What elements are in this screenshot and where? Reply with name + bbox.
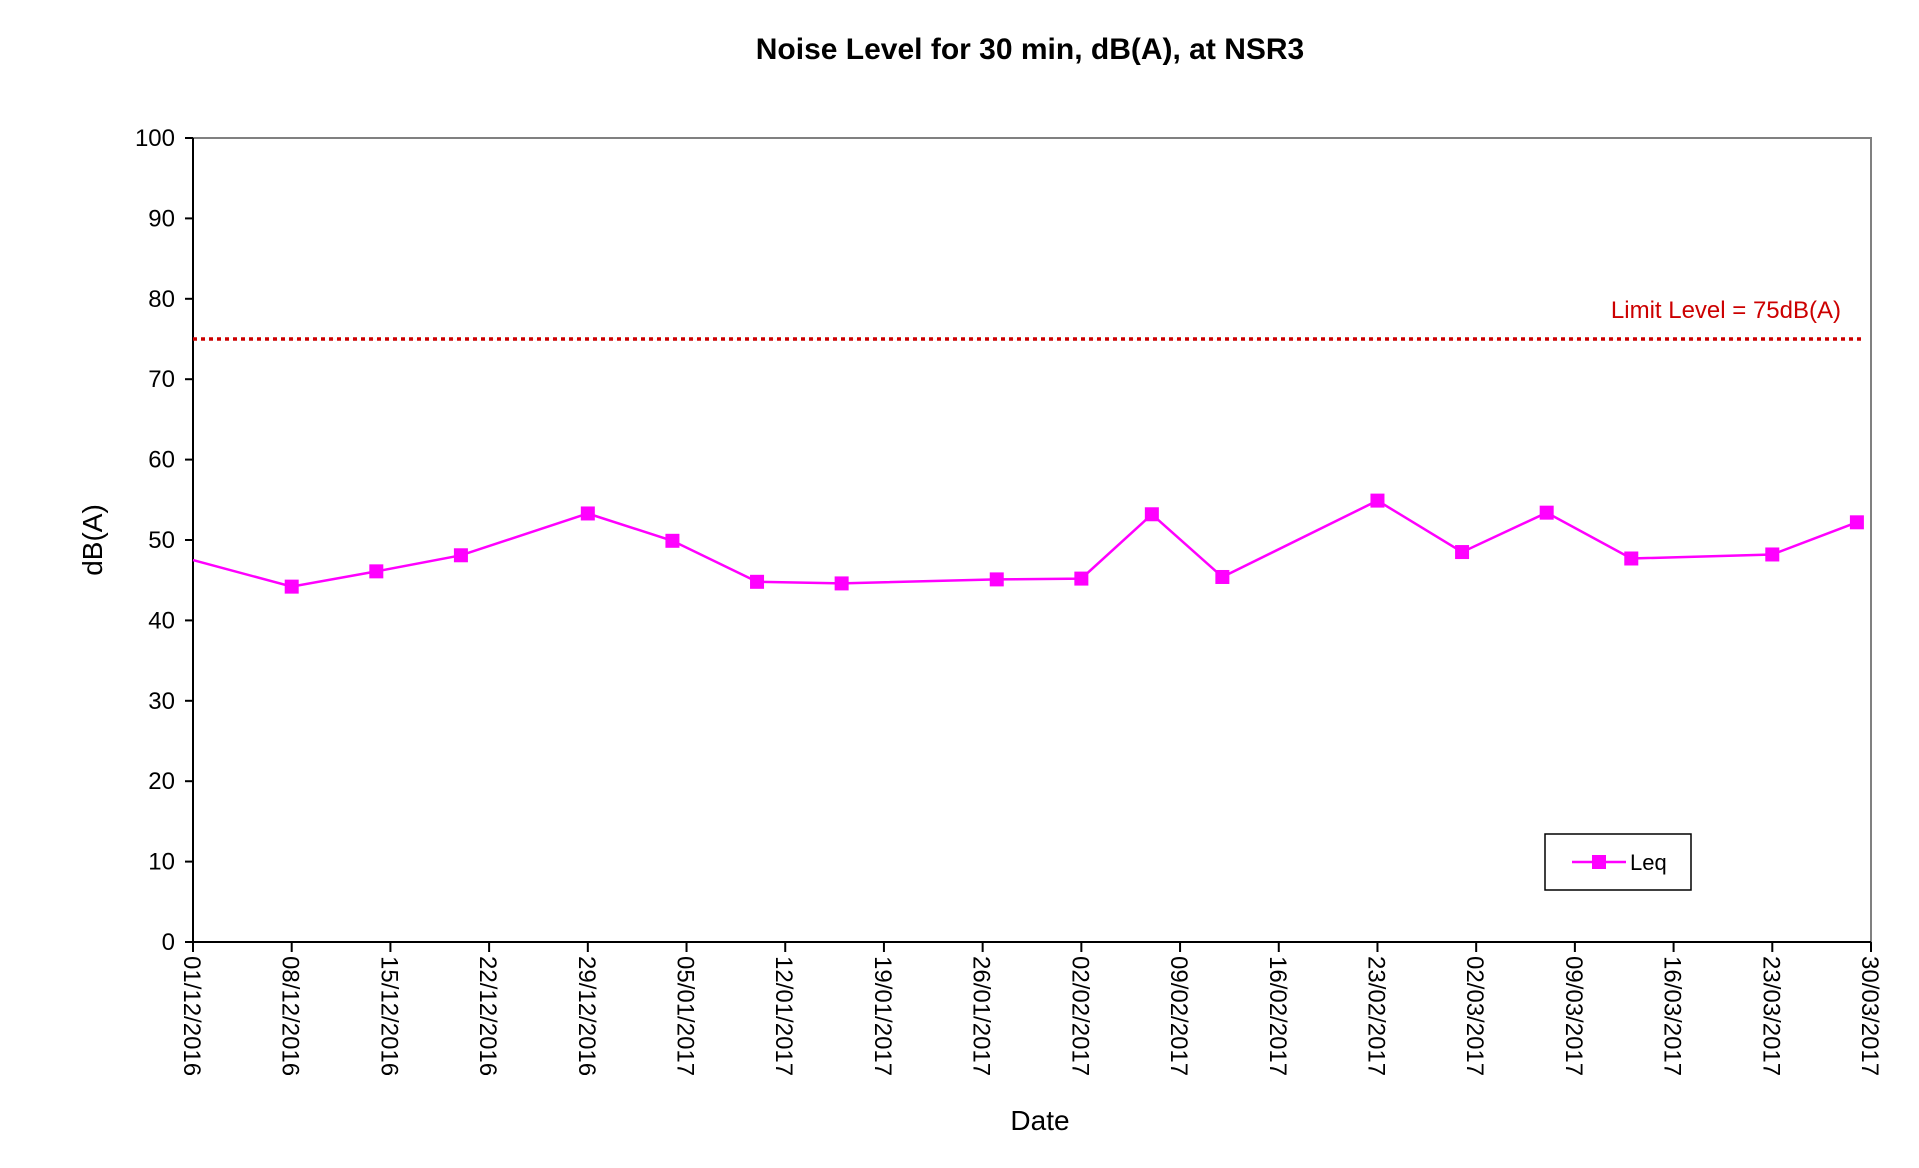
data-point-leq	[989, 572, 1004, 587]
data-point-leq	[1765, 547, 1780, 562]
data-point-leq	[665, 533, 680, 548]
x-tick-label: 30/03/2017	[1856, 956, 1883, 1076]
y-tick-label: 50	[148, 527, 175, 554]
data-point-leq	[453, 548, 468, 563]
y-tick-label: 60	[148, 447, 175, 474]
data-point-leq	[834, 576, 849, 591]
x-tick-label: 16/02/2017	[1264, 956, 1291, 1076]
x-tick-label: 16/03/2017	[1659, 956, 1686, 1076]
x-axis-ticks: 01/12/2016 08/12/2016 15/12/2016 22/12/2016…	[178, 942, 1883, 1076]
data-point-leq	[580, 506, 595, 521]
data-point-leq	[1074, 571, 1089, 586]
y-tick-label: 0	[162, 929, 175, 956]
data-point-leq	[284, 579, 299, 594]
data-point-leq	[1849, 515, 1864, 530]
legend-label: Leq	[1630, 850, 1667, 875]
data-point-leq	[750, 574, 765, 589]
y-axis-ticks: 0 10 20 30 40 50 60 70 80 90 100	[135, 125, 193, 956]
x-tick-label: 02/02/2017	[1066, 956, 1093, 1076]
y-tick-label: 30	[148, 688, 175, 715]
data-point-leq	[1455, 545, 1470, 560]
limit-level-label: Limit Level = 75dB(A)	[1611, 297, 1841, 324]
x-tick-label: 02/03/2017	[1461, 956, 1488, 1076]
x-tick-label: 23/03/2017	[1757, 956, 1784, 1076]
y-tick-label: 20	[148, 768, 175, 795]
data-point-leq	[1370, 493, 1385, 508]
x-tick-label: 26/01/2017	[968, 956, 995, 1076]
x-tick-label: 08/12/2016	[277, 956, 304, 1076]
x-tick-label: 05/01/2017	[672, 956, 699, 1076]
series-line-leq	[192, 499, 1858, 588]
plot-area-frame	[192, 137, 1872, 943]
legend-marker-swatch	[1592, 855, 1606, 869]
series-layer	[192, 493, 1864, 594]
data-point-leq	[369, 564, 384, 579]
x-axis-title: Date	[1010, 1105, 1069, 1136]
x-tick-label: 19/01/2017	[869, 956, 896, 1076]
x-tick-label: 29/12/2016	[573, 956, 600, 1076]
y-tick-label: 100	[135, 125, 175, 152]
x-tick-label: 22/12/2016	[474, 956, 501, 1076]
legend: Leq	[1544, 833, 1692, 891]
x-tick-label: 12/01/2017	[770, 956, 797, 1076]
y-tick-label: 80	[148, 286, 175, 313]
data-point-leq	[1624, 551, 1639, 566]
x-tick-label: 09/02/2017	[1165, 956, 1192, 1076]
data-point-leq	[1144, 507, 1159, 522]
y-tick-label: 70	[148, 366, 175, 393]
data-point-leq	[1539, 505, 1554, 520]
x-tick-label: 15/12/2016	[375, 956, 402, 1076]
y-tick-label: 90	[148, 205, 175, 232]
x-tick-label: 01/12/2016	[178, 956, 205, 1076]
y-tick-label: 40	[148, 607, 175, 634]
x-tick-label: 23/02/2017	[1362, 956, 1389, 1076]
y-tick-label: 10	[148, 849, 175, 876]
chart-title: Noise Level for 30 min, dB(A), at NSR3	[756, 33, 1304, 66]
limit-level-layer: Limit Level = 75dB(A)	[193, 297, 1865, 341]
y-axis-title: dB(A)	[77, 504, 108, 576]
data-point-leq	[1215, 569, 1230, 584]
x-tick-label: 09/03/2017	[1560, 956, 1587, 1076]
